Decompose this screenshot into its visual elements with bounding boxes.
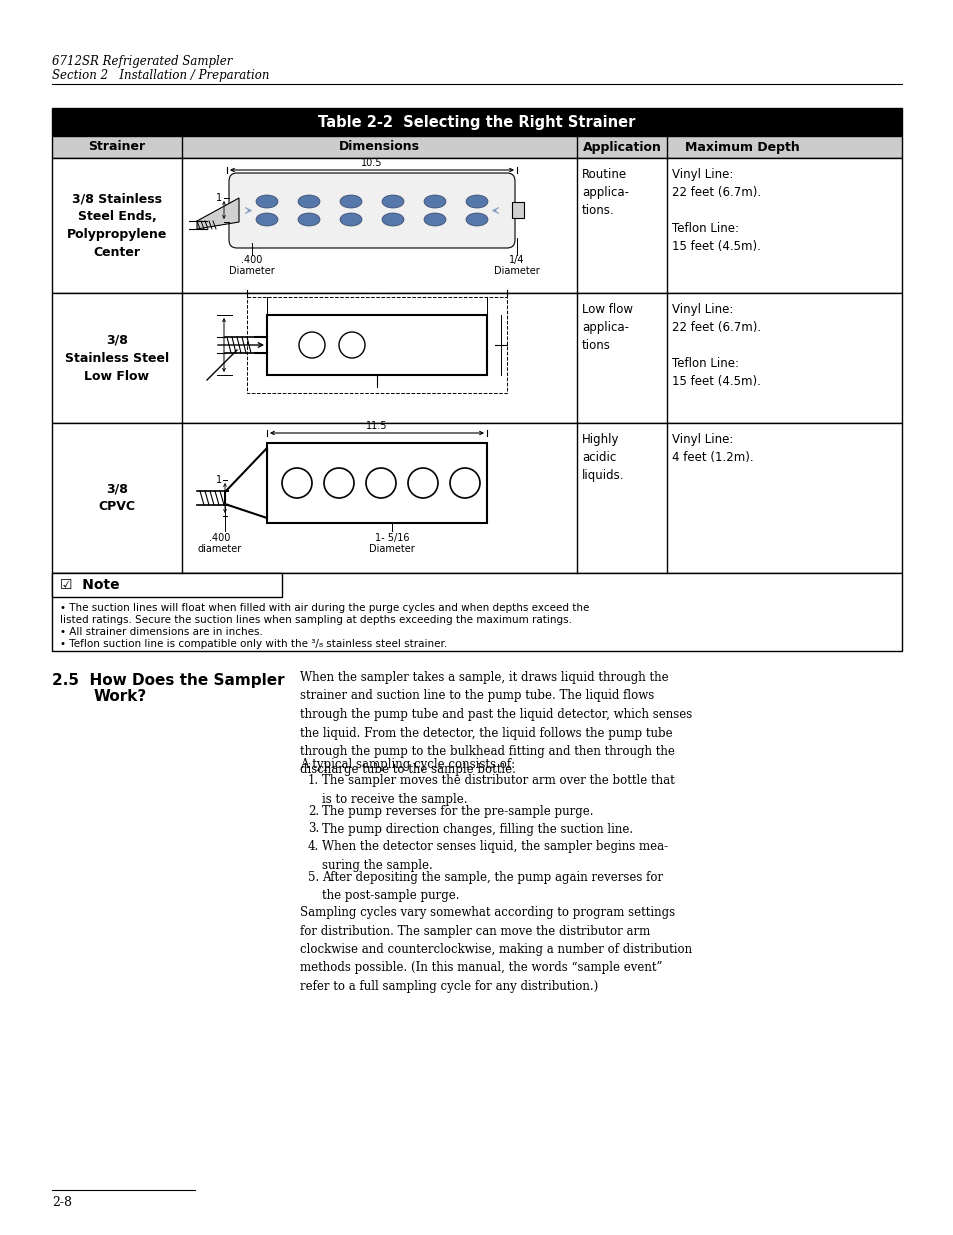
Ellipse shape [381,212,403,226]
Text: 1/4: 1/4 [509,254,524,266]
Text: Routine
applica-
tions.: Routine applica- tions. [581,168,628,217]
Text: 3.: 3. [308,823,319,836]
Text: Section 2   Installation / Preparation: Section 2 Installation / Preparation [52,69,269,82]
Bar [247,296,506,393]
Bar [52,573,901,651]
Text: 2.5  How Does the Sampler: 2.5 How Does the Sampler [52,673,284,688]
Text: Maximum Depth: Maximum Depth [684,141,799,153]
Ellipse shape [465,195,488,207]
Text: • The suction lines will float when filled with air during the purge cycles and : • The suction lines will float when fill… [60,603,589,613]
Text: 11.5: 11.5 [366,421,387,431]
Text: 1.: 1. [308,774,319,787]
Bar [267,315,486,375]
Text: Application: Application [582,141,660,153]
Text: • All strainer dimensions are in inches.: • All strainer dimensions are in inches. [60,627,263,637]
Ellipse shape [423,195,446,207]
Bar [512,203,523,219]
Bar [52,293,901,424]
Text: Strainer: Strainer [89,141,146,153]
Bar [52,107,901,136]
Ellipse shape [297,195,319,207]
Ellipse shape [339,212,361,226]
Ellipse shape [381,195,403,207]
Text: Highly
acidic
liquids.: Highly acidic liquids. [581,433,624,482]
Text: 1: 1 [215,475,222,485]
Text: The sampler moves the distributor arm over the bottle that
is to receive the sam: The sampler moves the distributor arm ov… [322,774,674,805]
Bar [52,158,901,293]
Text: After depositing the sample, the pump again reverses for
the post-sample purge.: After depositing the sample, the pump ag… [322,871,662,903]
Circle shape [450,468,479,498]
Ellipse shape [423,212,446,226]
Circle shape [338,332,365,358]
Text: Work?: Work? [94,689,147,704]
Text: Vinyl Line:
22 feet (6.7m).

Teflon Line:
15 feet (4.5m).: Vinyl Line: 22 feet (6.7m). Teflon Line:… [671,168,760,253]
Text: Low flow
applica-
tions: Low flow applica- tions [581,303,633,352]
Text: Vinyl Line:
4 feet (1.2m).: Vinyl Line: 4 feet (1.2m). [671,433,753,464]
Text: Table 2-2  Selecting the Right Strainer: Table 2-2 Selecting the Right Strainer [318,115,635,130]
Text: When the sampler takes a sample, it draws liquid through the
strainer and suctio: When the sampler takes a sample, it draw… [299,671,692,777]
Text: A typical sampling cycle consists of:: A typical sampling cycle consists of: [299,758,515,771]
Text: The pump direction changes, filling the suction line.: The pump direction changes, filling the … [322,823,633,836]
Ellipse shape [255,212,277,226]
Text: 5.: 5. [308,871,319,884]
Text: Diameter: Diameter [494,266,539,275]
Ellipse shape [339,195,361,207]
Bar [267,443,486,522]
Text: • Teflon suction line is compatible only with the ³/₈ stainless steel strainer.: • Teflon suction line is compatible only… [60,638,447,650]
FancyBboxPatch shape [229,173,515,248]
Text: listed ratings. Secure the suction lines when sampling at depths exceeding the m: listed ratings. Secure the suction lines… [60,615,572,625]
Text: .400: .400 [209,534,231,543]
Text: The pump reverses for the pre-sample purge.: The pump reverses for the pre-sample pur… [322,805,593,818]
Text: 10.5: 10.5 [361,158,382,168]
Ellipse shape [297,212,319,226]
Text: 3/8 Stainless
Steel Ends,
Polypropylene
Center: 3/8 Stainless Steel Ends, Polypropylene … [67,191,167,259]
Polygon shape [225,448,267,517]
Text: 2-8: 2-8 [52,1195,71,1209]
Text: Dimensions: Dimensions [338,141,419,153]
Text: 2.: 2. [308,805,319,818]
Text: diameter: diameter [197,543,242,555]
Text: 1: 1 [215,193,222,203]
Circle shape [408,468,437,498]
Text: Diameter: Diameter [229,266,274,275]
Text: 3/8
Stainless Steel
Low Flow: 3/8 Stainless Steel Low Flow [65,333,169,383]
Text: 6712SR Refrigerated Sampler: 6712SR Refrigerated Sampler [52,56,233,68]
Text: 3/8
CPVC: 3/8 CPVC [98,483,135,514]
Circle shape [324,468,354,498]
Text: Sampling cycles vary somewhat according to program settings
for distribution. Th: Sampling cycles vary somewhat according … [299,906,691,993]
Text: .400: .400 [241,254,262,266]
Polygon shape [196,198,239,228]
Text: 1- 5/16: 1- 5/16 [375,534,409,543]
Ellipse shape [255,195,277,207]
Text: When the detector senses liquid, the sampler begins mea-
suring the sample.: When the detector senses liquid, the sam… [322,840,667,872]
Circle shape [366,468,395,498]
Circle shape [298,332,325,358]
Text: Vinyl Line:
22 feet (6.7m).

Teflon Line:
15 feet (4.5m).: Vinyl Line: 22 feet (6.7m). Teflon Line:… [671,303,760,388]
Text: Diameter: Diameter [369,543,415,555]
Ellipse shape [465,212,488,226]
Bar [52,573,282,597]
Bar [52,136,901,158]
Bar [52,424,901,573]
Text: ☑  Note: ☑ Note [60,578,119,592]
Text: 4.: 4. [308,840,319,853]
Circle shape [282,468,312,498]
